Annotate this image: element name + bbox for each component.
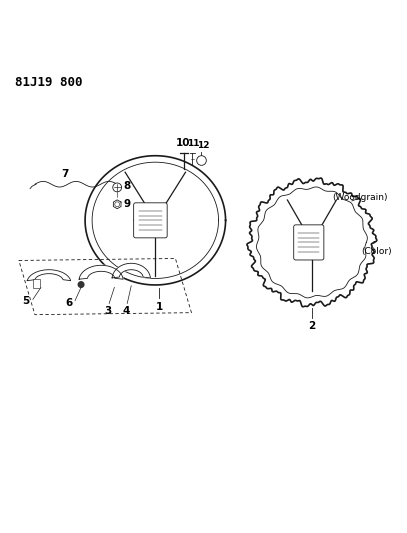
Polygon shape	[112, 263, 151, 278]
Text: 3: 3	[104, 306, 112, 316]
FancyBboxPatch shape	[133, 203, 167, 238]
Text: 8: 8	[123, 181, 131, 191]
Text: 2: 2	[308, 321, 315, 331]
Circle shape	[197, 156, 206, 165]
Text: 12: 12	[197, 141, 210, 150]
Circle shape	[113, 183, 122, 192]
Text: (Color): (Color)	[361, 247, 392, 256]
Text: 1: 1	[156, 302, 163, 312]
Polygon shape	[79, 265, 123, 279]
Text: 4: 4	[123, 306, 130, 316]
Text: 7: 7	[61, 169, 69, 179]
Bar	[33, 279, 40, 288]
Text: 81J19 800: 81J19 800	[15, 76, 82, 89]
Polygon shape	[114, 200, 121, 209]
Text: 9: 9	[123, 199, 130, 209]
FancyBboxPatch shape	[294, 225, 324, 260]
Text: 10: 10	[176, 139, 190, 149]
Text: 11: 11	[187, 140, 200, 149]
Text: (Woodgrain): (Woodgrain)	[333, 193, 388, 202]
Text: 6: 6	[66, 298, 72, 309]
Circle shape	[78, 282, 84, 287]
Text: 5: 5	[22, 296, 30, 306]
Circle shape	[115, 202, 120, 207]
Polygon shape	[27, 270, 71, 281]
